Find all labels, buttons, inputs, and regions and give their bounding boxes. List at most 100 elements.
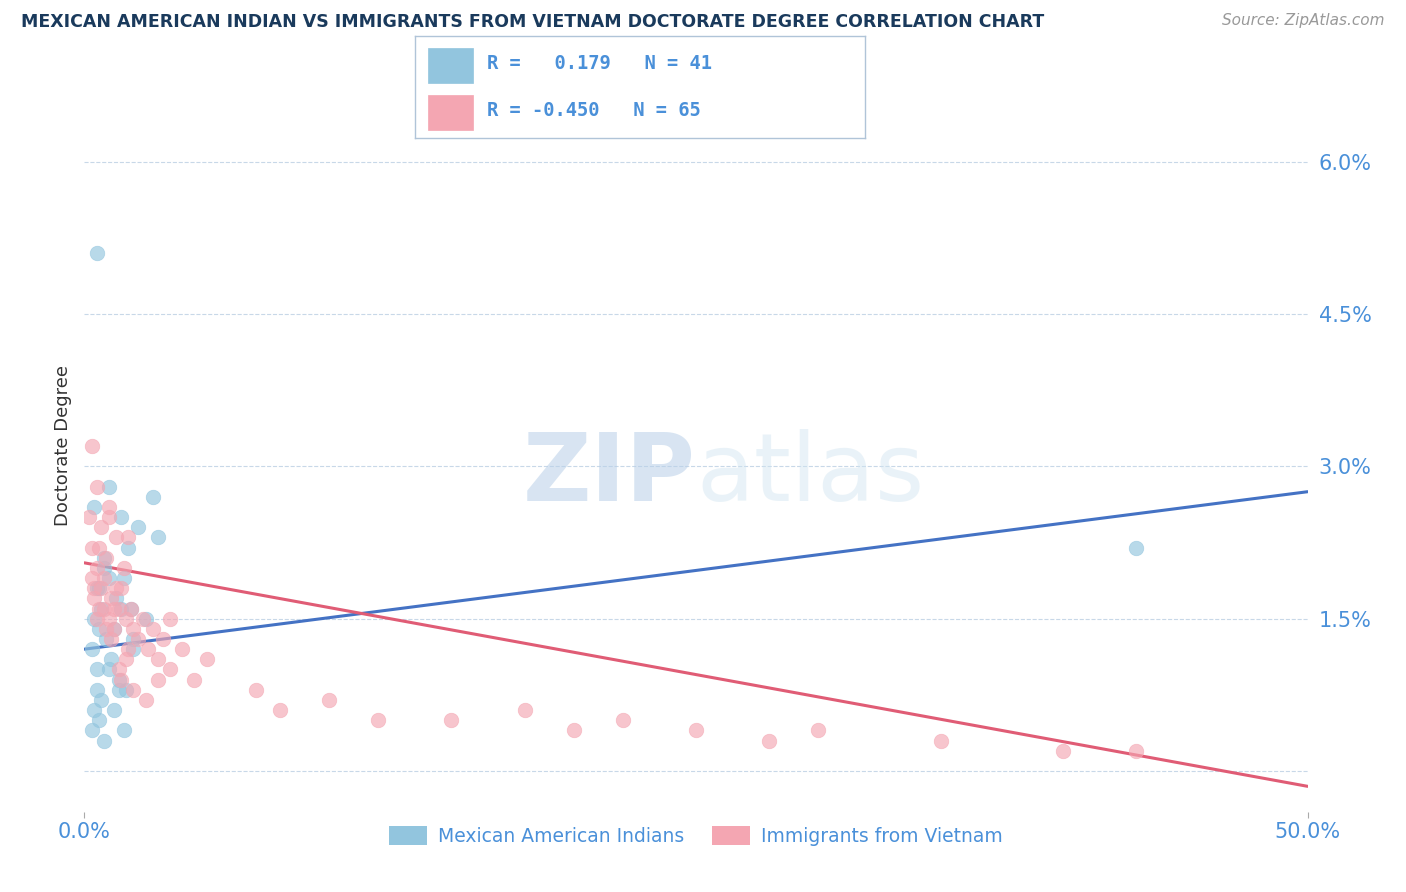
Point bbox=[93, 561, 115, 575]
Point bbox=[127, 520, 149, 534]
Point bbox=[122, 622, 145, 636]
Point bbox=[83, 703, 105, 717]
Point bbox=[83, 581, 105, 595]
Point bbox=[318, 693, 340, 707]
Y-axis label: Doctorate Degree: Doctorate Degree bbox=[53, 366, 72, 526]
Point bbox=[135, 612, 157, 626]
Point bbox=[93, 571, 115, 585]
FancyBboxPatch shape bbox=[429, 48, 474, 83]
Point bbox=[87, 581, 110, 595]
Point bbox=[77, 510, 100, 524]
Point bbox=[97, 612, 120, 626]
Point bbox=[80, 541, 103, 555]
Point bbox=[758, 733, 780, 747]
Point bbox=[183, 673, 205, 687]
Point bbox=[110, 673, 132, 687]
Point bbox=[90, 520, 112, 534]
Point bbox=[115, 652, 138, 666]
Text: MEXICAN AMERICAN INDIAN VS IMMIGRANTS FROM VIETNAM DOCTORATE DEGREE CORRELATION : MEXICAN AMERICAN INDIAN VS IMMIGRANTS FR… bbox=[21, 13, 1045, 31]
Point bbox=[146, 652, 169, 666]
Point bbox=[97, 663, 120, 677]
Point bbox=[146, 530, 169, 544]
Point bbox=[195, 652, 218, 666]
Text: R =   0.179   N = 41: R = 0.179 N = 41 bbox=[486, 54, 711, 73]
Point bbox=[107, 682, 129, 697]
Point bbox=[1125, 744, 1147, 758]
Point bbox=[96, 632, 118, 646]
Point bbox=[93, 550, 115, 565]
Point bbox=[80, 642, 103, 657]
Point bbox=[87, 541, 110, 555]
Point bbox=[96, 550, 118, 565]
Point bbox=[1125, 541, 1147, 555]
Point bbox=[117, 541, 139, 555]
Point bbox=[1052, 744, 1074, 758]
Point bbox=[120, 601, 142, 615]
Point bbox=[146, 673, 169, 687]
Point bbox=[142, 490, 165, 504]
Point bbox=[87, 622, 110, 636]
Point bbox=[86, 612, 108, 626]
Point bbox=[110, 581, 132, 595]
Point bbox=[172, 642, 194, 657]
Point bbox=[115, 612, 138, 626]
Point bbox=[80, 439, 103, 453]
Point bbox=[112, 561, 135, 575]
Point bbox=[80, 571, 103, 585]
Point bbox=[103, 601, 125, 615]
Point bbox=[115, 682, 138, 697]
Point bbox=[513, 703, 536, 717]
Point bbox=[86, 663, 108, 677]
Point bbox=[110, 601, 132, 615]
Point bbox=[245, 682, 267, 697]
Point bbox=[90, 581, 112, 595]
Point bbox=[97, 500, 120, 514]
Point bbox=[105, 591, 128, 606]
Point bbox=[97, 510, 120, 524]
Point bbox=[107, 663, 129, 677]
Text: atlas: atlas bbox=[696, 429, 924, 521]
Point bbox=[105, 530, 128, 544]
Point bbox=[86, 561, 108, 575]
Point bbox=[83, 612, 105, 626]
Point bbox=[103, 622, 125, 636]
Point bbox=[90, 601, 112, 615]
Point bbox=[105, 581, 128, 595]
Point bbox=[96, 622, 118, 636]
Point bbox=[132, 612, 155, 626]
Point bbox=[112, 723, 135, 738]
Point bbox=[142, 622, 165, 636]
Point bbox=[136, 642, 159, 657]
Point bbox=[159, 663, 181, 677]
Point bbox=[807, 723, 830, 738]
Point bbox=[107, 673, 129, 687]
Point bbox=[90, 693, 112, 707]
Point bbox=[122, 682, 145, 697]
Point bbox=[100, 652, 122, 666]
Point bbox=[83, 591, 105, 606]
Point bbox=[440, 714, 463, 728]
Point bbox=[127, 632, 149, 646]
Point bbox=[93, 601, 115, 615]
Point bbox=[562, 723, 585, 738]
Point bbox=[120, 601, 142, 615]
Point bbox=[612, 714, 634, 728]
Text: ZIP: ZIP bbox=[523, 429, 696, 521]
Point bbox=[269, 703, 291, 717]
Point bbox=[112, 571, 135, 585]
Point bbox=[97, 480, 120, 494]
Point bbox=[117, 642, 139, 657]
Legend: Mexican American Indians, Immigrants from Vietnam: Mexican American Indians, Immigrants fro… bbox=[381, 819, 1011, 854]
Point bbox=[83, 500, 105, 514]
Point bbox=[86, 581, 108, 595]
Point bbox=[103, 622, 125, 636]
FancyBboxPatch shape bbox=[429, 95, 474, 130]
Point bbox=[685, 723, 707, 738]
Point bbox=[110, 510, 132, 524]
Point bbox=[97, 571, 120, 585]
Text: Source: ZipAtlas.com: Source: ZipAtlas.com bbox=[1222, 13, 1385, 29]
Point bbox=[122, 632, 145, 646]
Point bbox=[80, 723, 103, 738]
Point bbox=[152, 632, 174, 646]
Point bbox=[100, 632, 122, 646]
